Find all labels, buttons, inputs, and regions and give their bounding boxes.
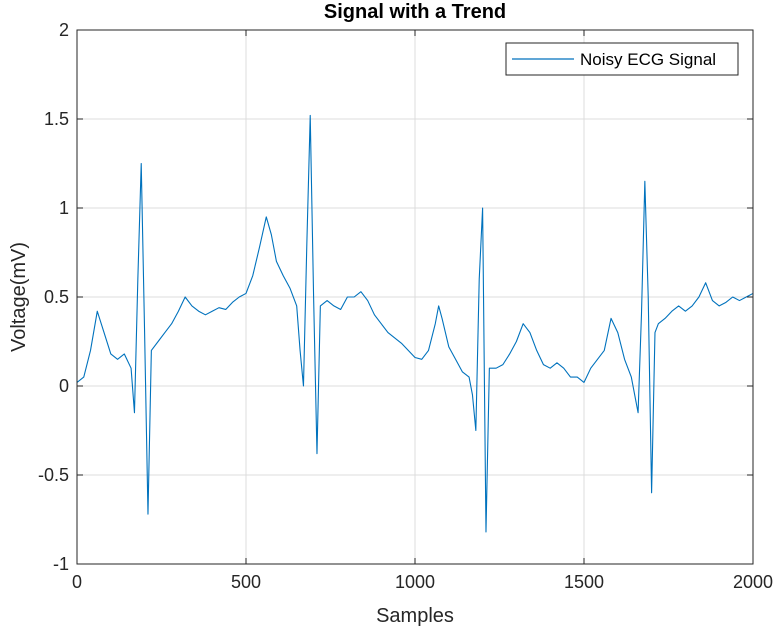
x-tick-label: 2000 [733,572,773,592]
data-series [76,114,754,533]
grid-lines [76,29,754,565]
chart-title: Signal with a Trend [324,1,506,23]
series-line-noisy-ecg-signal [76,114,754,533]
y-axis-label: Voltage(mV) [8,242,30,352]
y-tick-label: 0.5 [44,287,69,307]
legend-label: Noisy ECG Signal [580,50,716,69]
y-tick-label: -0.5 [38,465,69,485]
y-tick-label: 1 [59,198,69,218]
y-tick-label: 1.5 [44,109,69,129]
x-tick-label: 1000 [395,572,435,592]
legend: Noisy ECG Signal [505,42,739,76]
x-tick-label: 500 [231,572,261,592]
y-tick-label: -1 [53,554,69,574]
x-tick-label: 1500 [564,572,604,592]
axis-ticks: 0 500 1000 1500 2000 -1 -0.5 0 0.5 1 1.5 2 [38,20,773,592]
y-tick-label: 2 [59,20,69,40]
x-axis-label: Samples [376,605,454,627]
x-tick-label: 0 [72,572,82,592]
y-tick-label: 0 [59,376,69,396]
